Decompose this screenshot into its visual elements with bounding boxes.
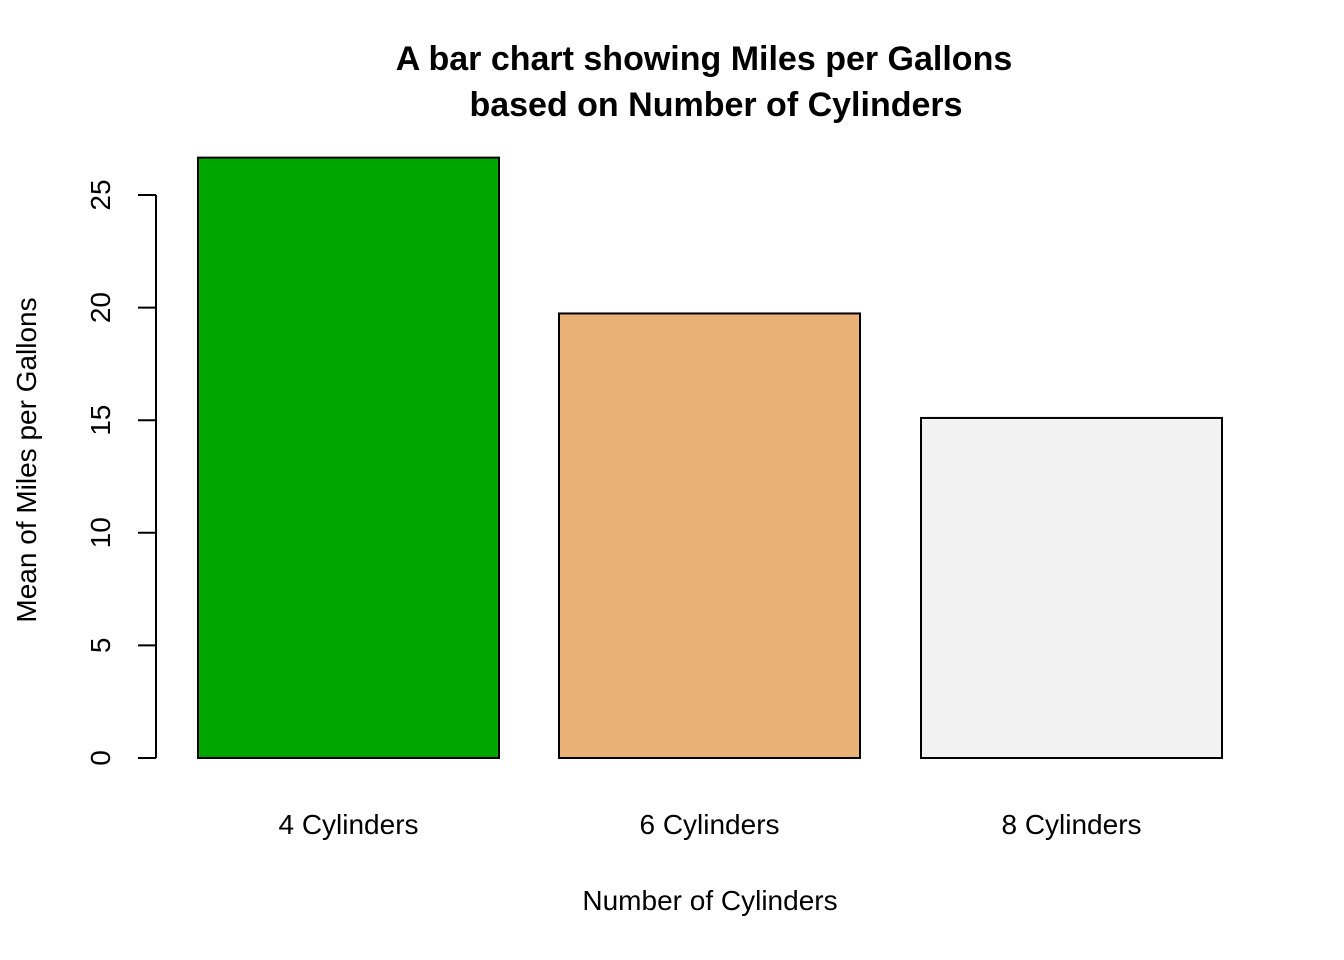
y-tick-label-10: 10	[85, 517, 116, 548]
y-axis: 0 5 10 15 20 25	[85, 179, 157, 766]
y-tick-label-0: 0	[85, 750, 116, 766]
chart-title-line-2: based on Number of Cylinders	[469, 86, 962, 124]
y-tick-label-5: 5	[85, 638, 116, 654]
x-category-label-6-cylinders: 6 Cylinders	[639, 809, 779, 840]
y-tick-label-20: 20	[85, 292, 116, 323]
y-tick-label-25: 25	[85, 179, 116, 210]
x-category-label-4-cylinders: 4 Cylinders	[278, 809, 418, 840]
bars-group	[197, 156, 1223, 759]
x-axis-title: Number of Cylinders	[582, 885, 837, 916]
y-tick-label-15: 15	[85, 405, 116, 436]
bar-8-cylinders	[920, 416, 1223, 759]
y-axis-title: Mean of Miles per Gallons	[11, 297, 42, 622]
bar-4-cylinders	[197, 156, 500, 759]
category-labels: 4 Cylinders 6 Cylinders 8 Cylinders	[278, 809, 1141, 840]
chart-title-line-1: A bar chart showing Miles per Gallons	[396, 40, 1013, 78]
bar-6-cylinders	[558, 312, 861, 759]
x-category-label-8-cylinders: 8 Cylinders	[1001, 809, 1141, 840]
